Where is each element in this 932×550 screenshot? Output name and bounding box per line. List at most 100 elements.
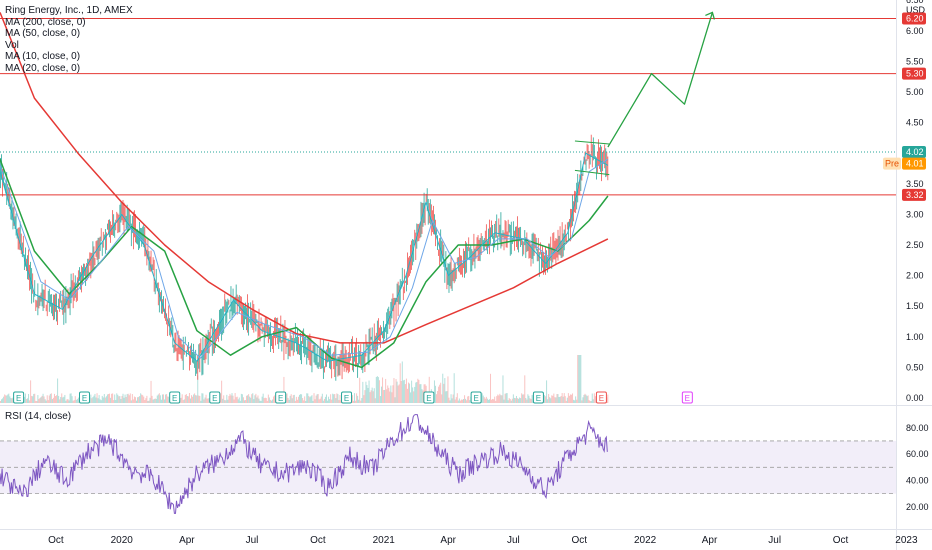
volume-bar (166, 394, 168, 403)
volume-bar (153, 399, 155, 403)
volume-bar (96, 393, 98, 403)
volume-bar (231, 393, 233, 403)
price-tick-label: 0.00 (906, 393, 924, 403)
volume-bar (8, 393, 10, 403)
volume-bar (456, 393, 458, 403)
price-tick-label: 2.50 (906, 240, 924, 250)
volume-bar (300, 394, 302, 403)
volume-bar (67, 399, 69, 403)
volume-bar (500, 395, 502, 403)
volume-bar (159, 395, 161, 403)
volume-bar (448, 397, 450, 403)
channel-top (574, 140, 610, 145)
volume-bar (92, 397, 94, 403)
volume-bar (183, 399, 185, 403)
price-tick-label: 4.50 (906, 118, 924, 128)
volume-bar (97, 398, 99, 403)
time-tick-label: Oct (833, 535, 849, 546)
time-tick-label: Jul (768, 535, 781, 546)
volume-bar (531, 395, 533, 403)
volume-bar (587, 395, 589, 403)
price-tick-label: 5.50 (906, 56, 924, 66)
volume-bar (553, 393, 555, 403)
volume-bar (149, 397, 151, 403)
volume-bar (525, 397, 527, 403)
volume-bar (238, 397, 240, 403)
volume-bar (328, 396, 330, 403)
volume-bar (51, 399, 53, 403)
volume-bar (138, 396, 140, 403)
volume-bar (202, 393, 204, 403)
volume-bar (199, 395, 201, 403)
volume-bar (220, 393, 222, 403)
volume-bar (154, 398, 156, 403)
volume-bar (127, 393, 129, 403)
volume-bar (194, 393, 196, 403)
volume-bar (162, 394, 164, 403)
volume-bar (73, 400, 75, 403)
volume-bar (420, 384, 422, 403)
volume-bar (115, 399, 117, 403)
volume-bar (258, 398, 260, 403)
price-tag-bg (902, 145, 926, 158)
volume-bar (306, 393, 308, 403)
volume-bar (257, 395, 259, 403)
volume-bar (558, 397, 560, 403)
volume-bar (593, 393, 595, 403)
volume-bar (124, 394, 126, 403)
volume-bar (389, 391, 391, 403)
volume-bar (392, 385, 394, 403)
price-tick-label: 3.50 (906, 179, 924, 189)
volume-bar (103, 394, 105, 403)
volume-bar (340, 400, 342, 403)
volume-bar (494, 396, 496, 403)
volume-bar (61, 393, 63, 403)
volume-bar (45, 400, 47, 403)
volume-bar (126, 394, 128, 403)
volume-bar (150, 380, 152, 403)
volume-bar (264, 397, 266, 403)
volume-bar (116, 393, 118, 403)
volume-bar (188, 393, 190, 403)
volume-bar (560, 396, 562, 403)
volume-bar (367, 387, 369, 403)
volume-bar (512, 394, 514, 403)
volume-bar (112, 393, 114, 403)
volume-bar (332, 393, 334, 403)
last-price-tag: 4.02 (902, 145, 926, 158)
volume-bar (383, 390, 385, 403)
volume-bar (528, 395, 530, 403)
volume-bar (567, 393, 569, 403)
volume-bar (75, 399, 77, 403)
volume-bar (201, 393, 203, 403)
earnings-marker-text: E (426, 394, 431, 403)
volume-bar (378, 380, 380, 403)
volume-bar (506, 393, 508, 403)
volume-bar (147, 400, 149, 403)
volume-bar (369, 392, 371, 403)
volume-bar (106, 394, 108, 403)
volume-bar (561, 393, 563, 403)
volume-bar (273, 396, 275, 403)
volume-bar (129, 393, 131, 403)
volume-bar (444, 378, 446, 403)
volume-bar (228, 396, 230, 403)
volume-bar (130, 400, 132, 403)
volume-bar (268, 397, 270, 403)
volume-bar (265, 398, 267, 403)
earnings-marker (209, 391, 221, 404)
volume-bar (104, 397, 106, 403)
time-tick-label: Oct (310, 535, 326, 546)
volume-bar (69, 393, 71, 403)
volume-bar (68, 400, 70, 403)
volume-bar (436, 394, 438, 403)
volume-bar (235, 397, 237, 403)
volume-bar (363, 395, 365, 403)
volume-bar (491, 399, 493, 403)
volume-bar (266, 400, 268, 403)
price-tick-label: 6.00 (906, 26, 924, 36)
legend-vol: Vol (5, 39, 19, 51)
volume-bar (458, 398, 460, 403)
volume-bar (434, 385, 436, 403)
